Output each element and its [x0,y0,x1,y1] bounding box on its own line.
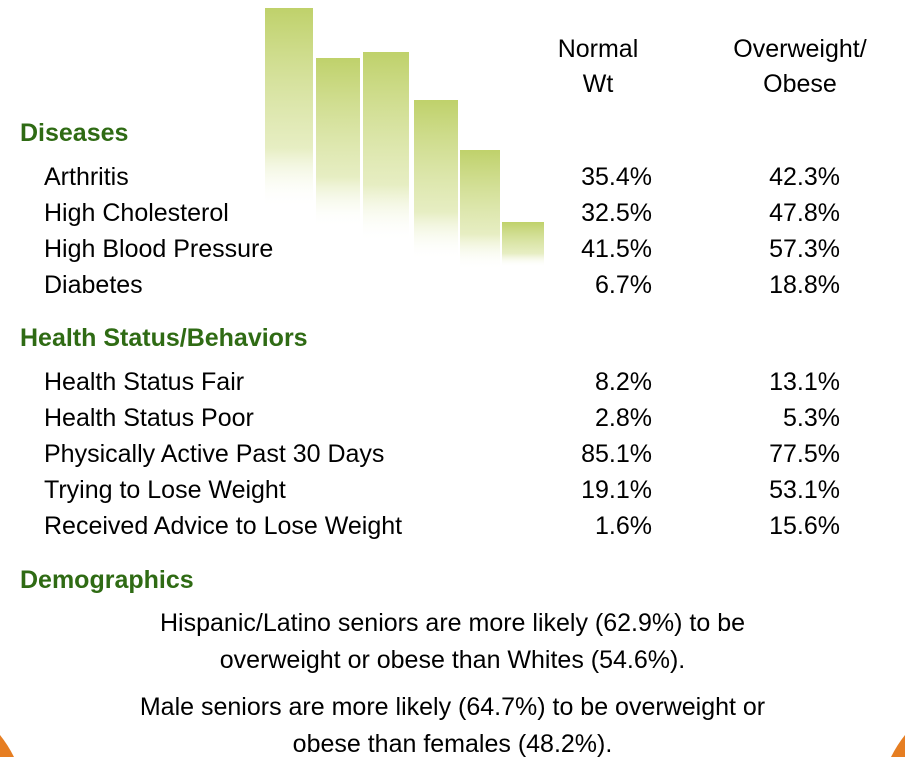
cell-value: 77.5% [720,439,840,469]
row-label: Health Status Fair [44,367,244,397]
cell-value: 6.7% [532,270,652,300]
cell-value: 57.3% [720,234,840,264]
cell-value: 41.5% [532,234,652,264]
cell-value: 85.1% [532,439,652,469]
paragraph-line: Male seniors are more likely (64.7%) to … [0,692,905,722]
section-title: Demographics [20,565,194,595]
paragraph-line: overweight or obese than Whites (54.6%). [0,645,905,675]
row-label: Health Status Poor [44,403,254,433]
cell-value: 53.1% [720,475,840,505]
cell-value: 8.2% [532,367,652,397]
row-label: Diabetes [44,270,143,300]
row-label: Physically Active Past 30 Days [44,439,384,469]
cell-value: 32.5% [532,198,652,228]
cell-value: 1.6% [532,511,652,541]
column-header: Overweight/ [700,34,900,64]
paragraph-line: Hispanic/Latino seniors are more likely … [0,608,905,638]
row-label: High Cholesterol [44,198,229,228]
row-label: Received Advice to Lose Weight [44,511,402,541]
cell-value: 18.8% [720,270,840,300]
row-label: Trying to Lose Weight [44,475,286,505]
column-header: Wt [498,69,698,99]
cell-value: 35.4% [532,162,652,192]
paragraph-line: obese than females (48.2%). [0,729,905,757]
cell-value: 47.8% [720,198,840,228]
section-title: Health Status/Behaviors [20,323,308,353]
cell-value: 42.3% [720,162,840,192]
cell-value: 19.1% [532,475,652,505]
cell-value: 2.8% [532,403,652,433]
column-header: Obese [700,69,900,99]
cell-value: 5.3% [720,403,840,433]
slide: Normal WtOverweight/Obese Diseases Arthriti… [0,0,905,757]
row-label: High Blood Pressure [44,234,273,264]
cell-value: 15.6% [720,511,840,541]
row-label: Arthritis [44,162,129,192]
section-title: Diseases [20,118,128,148]
column-header: Normal [498,34,698,64]
cell-value: 13.1% [720,367,840,397]
